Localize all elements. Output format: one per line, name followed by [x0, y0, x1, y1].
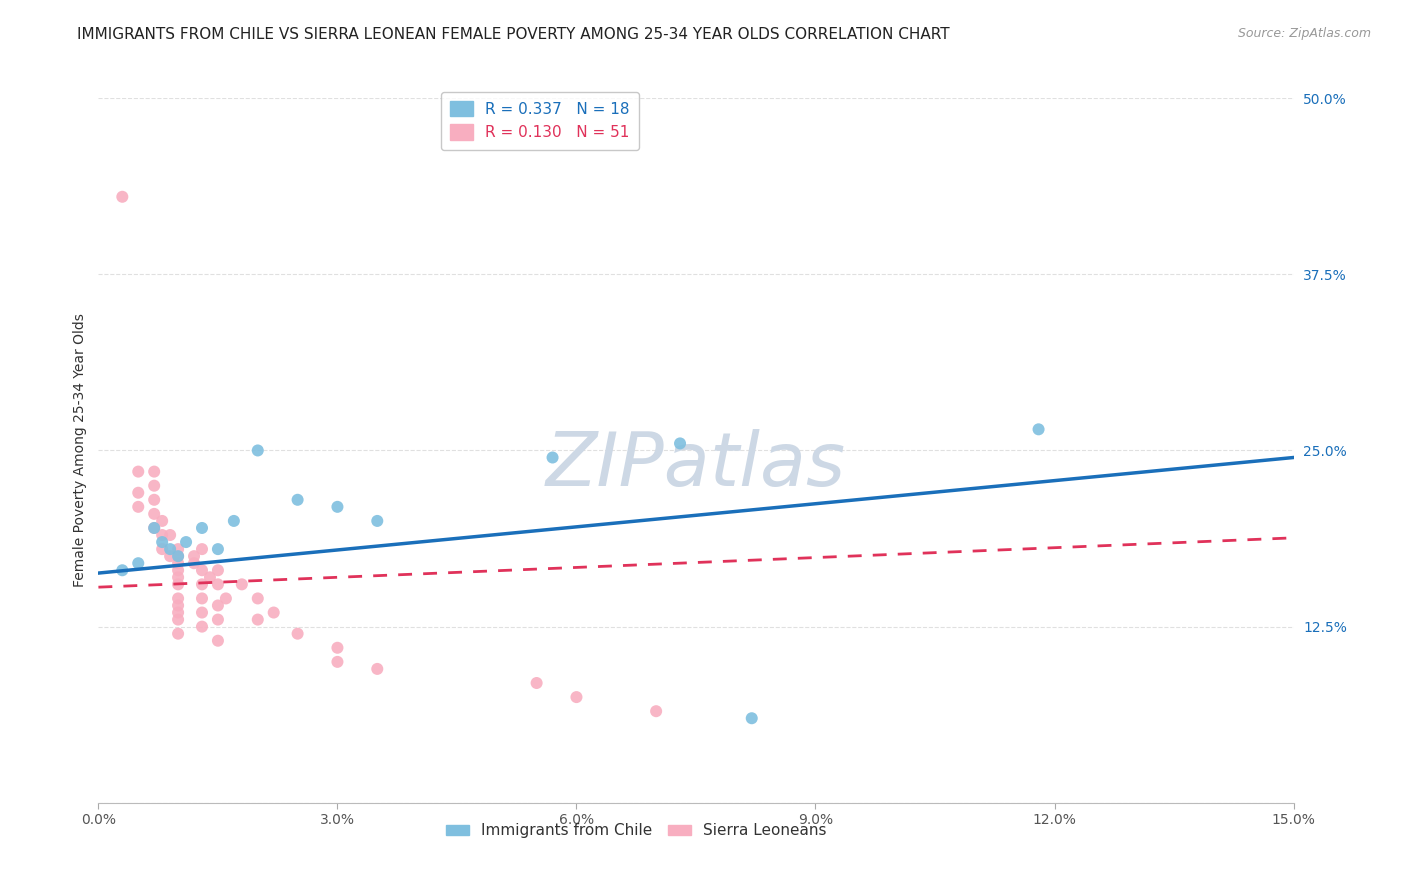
Point	[167, 549, 190, 564]
Point	[645, 704, 668, 718]
Point	[191, 542, 214, 557]
Point	[167, 542, 190, 557]
Point	[191, 521, 214, 535]
Point	[207, 563, 229, 577]
Point	[111, 563, 134, 577]
Point	[159, 549, 181, 564]
Point	[150, 528, 173, 542]
Point	[167, 570, 190, 584]
Point	[167, 556, 190, 570]
Text: Source: ZipAtlas.com: Source: ZipAtlas.com	[1237, 27, 1371, 40]
Point	[326, 500, 349, 514]
Point	[246, 613, 269, 627]
Point	[207, 613, 229, 627]
Point	[159, 528, 181, 542]
Point	[143, 507, 166, 521]
Point	[198, 570, 221, 584]
Text: ZIPatlas: ZIPatlas	[546, 428, 846, 500]
Point	[366, 514, 388, 528]
Point	[526, 676, 548, 690]
Y-axis label: Female Poverty Among 25-34 Year Olds: Female Poverty Among 25-34 Year Olds	[73, 313, 87, 588]
Text: IMMIGRANTS FROM CHILE VS SIERRA LEONEAN FEMALE POVERTY AMONG 25-34 YEAR OLDS COR: IMMIGRANTS FROM CHILE VS SIERRA LEONEAN …	[77, 27, 950, 42]
Point	[150, 535, 173, 549]
Point	[191, 619, 214, 633]
Point	[263, 606, 285, 620]
Point	[167, 599, 190, 613]
Point	[150, 542, 173, 557]
Point	[191, 563, 214, 577]
Point	[127, 556, 149, 570]
Point	[167, 626, 190, 640]
Point	[215, 591, 238, 606]
Point	[143, 521, 166, 535]
Point	[246, 443, 269, 458]
Point	[167, 577, 190, 591]
Point	[183, 556, 205, 570]
Point	[127, 500, 149, 514]
Point	[207, 599, 229, 613]
Point	[127, 465, 149, 479]
Point	[167, 613, 190, 627]
Point	[207, 577, 229, 591]
Point	[287, 492, 309, 507]
Point	[191, 577, 214, 591]
Point	[1028, 422, 1050, 436]
Point	[191, 606, 214, 620]
Point	[207, 542, 229, 557]
Point	[366, 662, 388, 676]
Point	[143, 492, 166, 507]
Legend: Immigrants from Chile, Sierra Leoneans: Immigrants from Chile, Sierra Leoneans	[440, 817, 832, 845]
Point	[326, 640, 349, 655]
Point	[191, 591, 214, 606]
Point	[167, 591, 190, 606]
Point	[159, 542, 181, 557]
Point	[207, 633, 229, 648]
Point	[111, 190, 134, 204]
Point	[541, 450, 564, 465]
Point	[246, 591, 269, 606]
Point	[174, 535, 197, 549]
Point	[287, 626, 309, 640]
Point	[143, 478, 166, 492]
Point	[669, 436, 692, 450]
Point	[143, 465, 166, 479]
Point	[143, 521, 166, 535]
Point	[167, 549, 190, 564]
Point	[741, 711, 763, 725]
Point	[183, 549, 205, 564]
Point	[167, 606, 190, 620]
Point	[565, 690, 588, 705]
Point	[326, 655, 349, 669]
Point	[231, 577, 253, 591]
Point	[167, 563, 190, 577]
Point	[127, 485, 149, 500]
Point	[222, 514, 245, 528]
Point	[150, 514, 173, 528]
